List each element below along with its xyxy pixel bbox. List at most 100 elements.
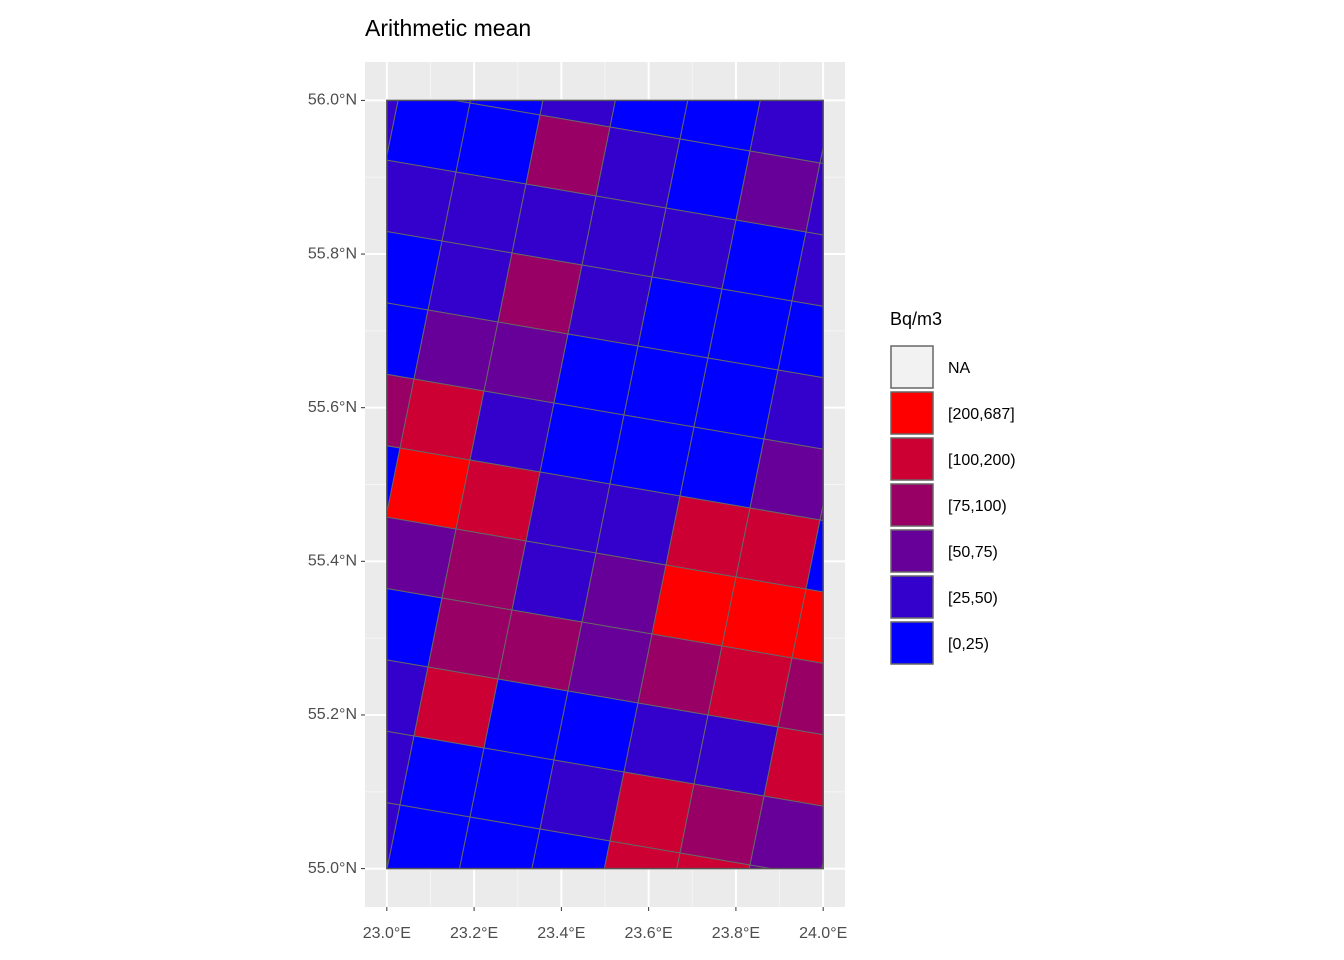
grid-cell (274, 286, 358, 367)
grid-cell (763, 369, 824, 450)
legend-title: Bq/m3 (890, 309, 942, 329)
grid-cell (777, 300, 824, 379)
grid-cell (260, 712, 344, 793)
grid-cell (679, 426, 765, 509)
grid-cell (876, 175, 960, 256)
grid-cell (749, 438, 824, 521)
x-tick-label: 23.8°E (712, 925, 760, 942)
legend-label: [75,100) (948, 498, 1007, 515)
x-tick-label: 23.4°E (537, 925, 585, 942)
grid-cell (693, 357, 779, 440)
legend-label: [100,200) (948, 452, 1016, 469)
grid-cell (651, 564, 737, 647)
legend-key (890, 575, 934, 619)
grid-cell (791, 231, 824, 307)
legend-label: [50,75) (948, 544, 998, 561)
grid-cell (623, 702, 709, 785)
grid-cell (204, 631, 288, 712)
grid-cell (386, 447, 471, 530)
grid-cell (190, 700, 274, 781)
grid-cell (427, 240, 513, 323)
y-tick-label: 55.6°N (308, 399, 357, 416)
grid-cell (246, 424, 330, 505)
grid-cell (623, 345, 709, 428)
y-tick-label: 55.4°N (308, 553, 357, 570)
grid-cell (413, 666, 499, 749)
grid-cell (455, 102, 541, 185)
grid-cell (609, 414, 695, 497)
grid-cell (399, 378, 485, 461)
grid-cell (386, 804, 471, 869)
legend-label: NA (948, 360, 971, 377)
grid-cell (665, 138, 751, 221)
grid-cell (399, 735, 485, 818)
grid-cell (531, 828, 611, 869)
grid-cell (665, 495, 751, 578)
grid-cell (749, 795, 824, 869)
grid-cell (497, 609, 583, 692)
grid-cell (288, 574, 372, 655)
grid-cells (176, 100, 960, 869)
grid-cell (679, 783, 765, 866)
x-tick-label: 23.0°E (363, 925, 411, 942)
legend-key (890, 529, 934, 573)
grid-cell (232, 493, 316, 574)
grid-cell (735, 507, 821, 590)
region-outline (386, 99, 824, 870)
grid-cell (497, 252, 583, 335)
grid-cell (595, 483, 681, 566)
grid-cell (721, 576, 807, 659)
grid-cell (246, 781, 330, 862)
grid-cell (777, 657, 824, 736)
grid-cell (735, 150, 821, 233)
grid-cell (176, 769, 260, 850)
x-tick-label: 24.0°E (799, 925, 847, 942)
grid-cell (260, 355, 344, 436)
grid-cell (595, 126, 681, 209)
grid-cell (459, 816, 541, 869)
grid-cell (567, 264, 653, 347)
grid-cell (469, 390, 555, 473)
grid-cell (218, 562, 302, 643)
grid-cell (721, 219, 807, 302)
grid-cell (693, 714, 779, 797)
grid-cell (511, 183, 597, 266)
grid-cell (676, 852, 751, 869)
grid-cell (651, 207, 737, 290)
grid-cell (427, 597, 513, 680)
y-tick-label: 55.8°N (308, 245, 357, 262)
grid-cell (413, 309, 499, 392)
grid-cell (748, 864, 774, 869)
legend-label: [200,687] (948, 406, 1015, 423)
grid-cell (707, 645, 793, 728)
grid-cell (455, 459, 541, 542)
grid-cell (819, 501, 824, 522)
grid-cell (609, 771, 695, 854)
grid-cell (539, 402, 625, 485)
grid-cell (553, 333, 639, 416)
x-tick-label: 23.6°E (625, 925, 673, 942)
grid-cell (805, 162, 824, 236)
y-tick-label: 56.0°N (308, 92, 357, 109)
grid-cell (539, 759, 625, 842)
grid-cell (441, 528, 527, 611)
legend-label: [0,25) (948, 636, 989, 653)
legend-key (890, 391, 934, 435)
chart-title: Arithmetic mean (365, 15, 531, 41)
grid-cell (525, 114, 611, 197)
grid-cell (707, 288, 793, 371)
grid-cell (483, 678, 569, 761)
grid-cell (637, 276, 723, 359)
legend-label: [25,50) (948, 590, 998, 607)
grid-cell (386, 100, 471, 173)
grid-cell (525, 471, 611, 554)
grid-cell (819, 144, 824, 165)
legend-key (890, 483, 934, 527)
grid-cell (637, 633, 723, 716)
grid-cell (763, 726, 824, 807)
grid-cell (441, 171, 527, 254)
grid-cell (483, 321, 569, 404)
y-tick-label: 55.0°N (308, 860, 357, 877)
grid-cell (805, 519, 824, 593)
grid-cell (469, 747, 555, 830)
